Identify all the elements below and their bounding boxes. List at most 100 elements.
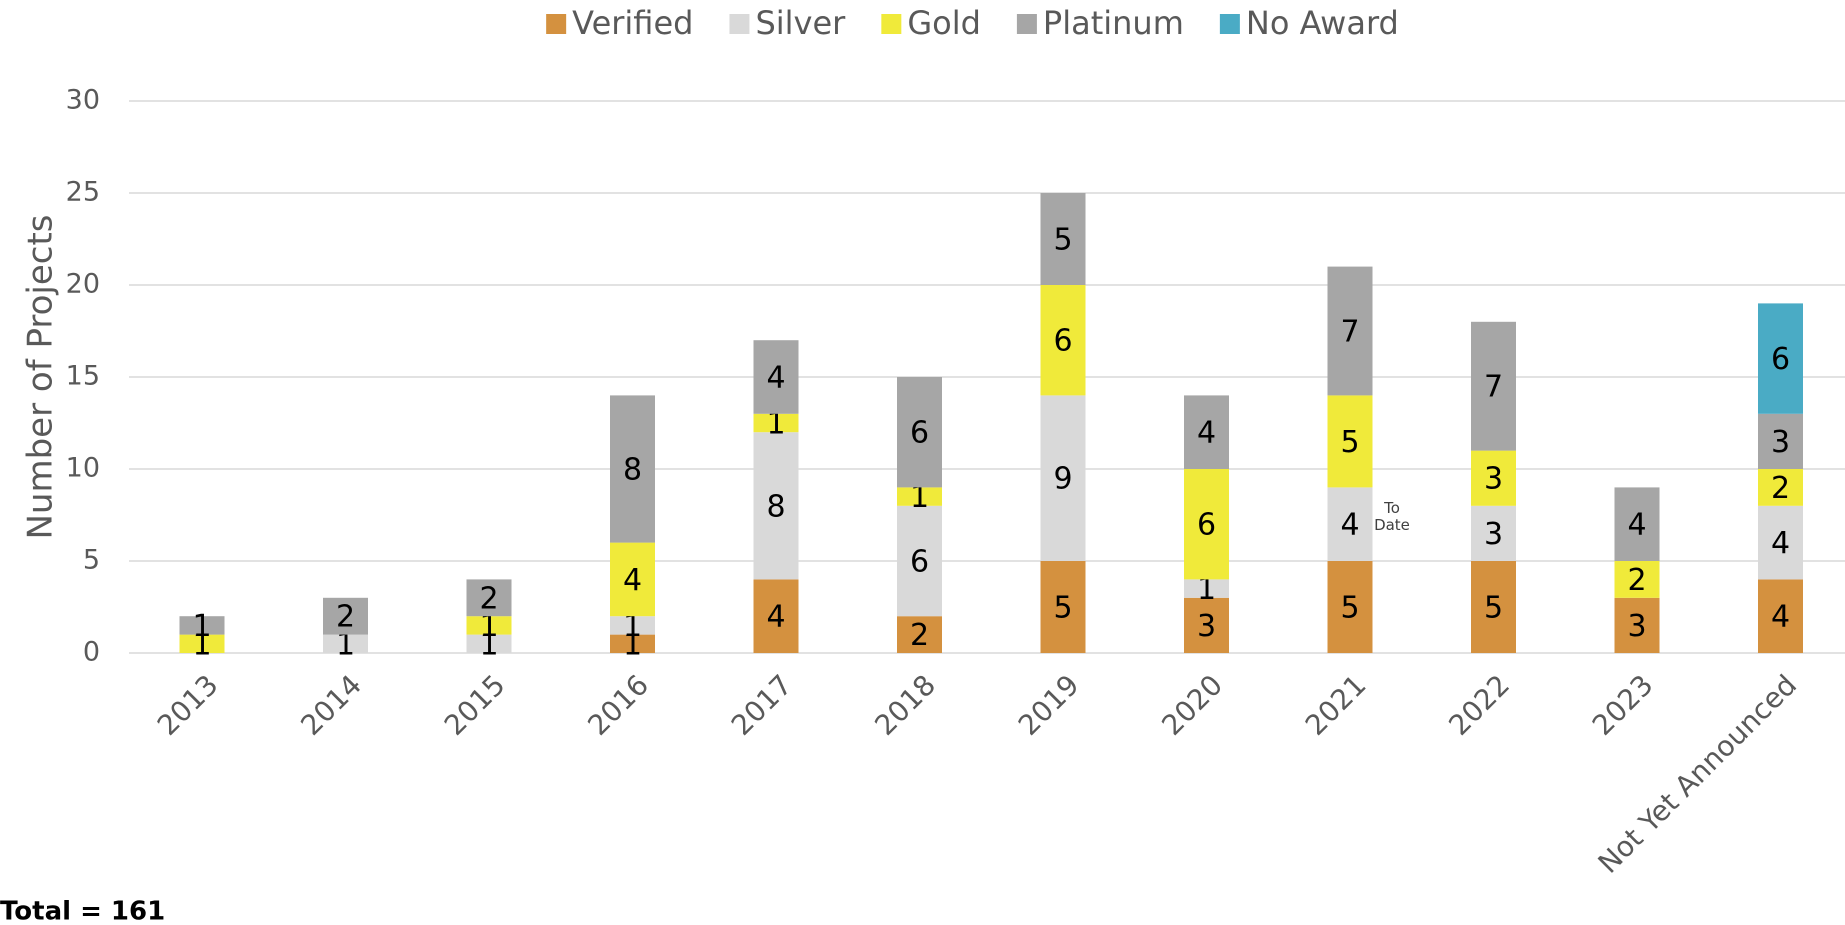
bar-segment	[1758, 469, 1803, 506]
data-label: 6	[1053, 324, 1072, 359]
data-label: 1	[623, 609, 642, 644]
data-label: 4	[1771, 526, 1790, 561]
legend-label: No Award	[1246, 4, 1399, 42]
data-label: 4	[766, 600, 785, 635]
bar-segment	[1614, 561, 1660, 598]
bar-segment	[753, 579, 799, 653]
bar-segment	[897, 505, 942, 617]
y-axis-title: Number of Projects	[21, 214, 61, 539]
data-label: 9	[1053, 462, 1072, 497]
data-label: 5	[1340, 591, 1359, 626]
data-label: 1	[479, 609, 498, 644]
x-tick-label: 2017	[725, 668, 799, 742]
bar-segment	[1040, 193, 1086, 285]
data-label: 4	[1771, 600, 1790, 635]
x-tick-label: 2014	[294, 668, 368, 742]
bar-segment	[1327, 266, 1373, 396]
data-label: 2	[910, 618, 929, 653]
x-tick-label: 2022	[1442, 668, 1516, 742]
y-tick-label: 10	[66, 453, 100, 484]
bar-segment	[1758, 413, 1803, 469]
data-label: 8	[623, 453, 642, 488]
x-tick-label: 2018	[868, 668, 942, 742]
bar-segment	[466, 579, 512, 617]
bar-segment	[1758, 579, 1803, 653]
annotation-line: To	[1383, 499, 1400, 517]
data-label: 3	[1771, 425, 1790, 460]
y-tick-label: 0	[83, 637, 100, 668]
data-label: 4	[623, 563, 642, 598]
data-label: 6	[1771, 342, 1790, 377]
data-label: 6	[910, 545, 929, 580]
bar-segment	[179, 616, 225, 635]
bar-segment	[610, 616, 655, 635]
data-label: 3	[1484, 462, 1503, 497]
bar-segment	[753, 413, 799, 433]
bar-segment	[1327, 395, 1373, 488]
bar-segment	[1040, 285, 1086, 396]
annotation-line: Date	[1374, 516, 1410, 534]
y-tick-label: 30	[66, 85, 100, 116]
legend-swatch	[1219, 14, 1240, 34]
bar-segment	[1758, 505, 1803, 580]
bar-segment	[1040, 561, 1086, 653]
data-label: 5	[1484, 591, 1503, 626]
data-label: 1	[479, 627, 498, 662]
data-label: 5	[1340, 425, 1359, 460]
y-tick-label: 25	[66, 177, 100, 208]
bar-segment	[1471, 321, 1516, 451]
data-label: 1	[766, 407, 785, 442]
bar-segment	[610, 542, 655, 617]
data-label: 3	[1627, 609, 1646, 644]
bar-segment	[753, 340, 799, 414]
bar-segment	[323, 634, 368, 653]
legend-swatch	[729, 14, 750, 34]
data-label: 5	[1053, 591, 1072, 626]
data-label: 6	[1197, 508, 1216, 543]
data-label: 1	[623, 627, 642, 662]
bar-segment	[1471, 505, 1516, 561]
data-label: 1	[1197, 572, 1216, 607]
y-tick-label: 5	[83, 545, 100, 576]
data-label: 2	[1627, 563, 1646, 598]
bar-segment	[1040, 395, 1086, 561]
y-tick-label: 15	[66, 361, 100, 392]
bar-segment	[1471, 561, 1516, 653]
x-tick-label: 2015	[438, 668, 512, 742]
legend-label: Gold	[907, 4, 981, 42]
legend-label: Platinum	[1043, 4, 1184, 42]
bar-segment	[466, 634, 512, 653]
bar-segment	[897, 487, 942, 506]
x-tick-label: 2021	[1299, 668, 1373, 742]
data-label: 1	[192, 627, 211, 662]
data-label: 1	[192, 609, 211, 644]
y-tick-label: 20	[66, 269, 100, 300]
bar-segment	[323, 597, 368, 635]
total-note: Total = 161	[0, 897, 165, 925]
bar-segment	[1327, 487, 1373, 561]
bar-segment	[1471, 450, 1516, 506]
bar-segment	[1184, 597, 1229, 653]
bar-segment	[610, 634, 655, 653]
legend-swatch	[1016, 14, 1037, 34]
legend: Verified Silver Gold Platinum No Award	[546, 4, 1399, 42]
data-label: 2	[336, 600, 355, 635]
x-tick-label: 2013	[151, 668, 225, 742]
x-tick-label: 2020	[1155, 668, 1229, 742]
data-label: 1	[336, 627, 355, 662]
bar-segment	[610, 395, 655, 543]
data-label: 5	[1053, 223, 1072, 258]
data-label: 2	[479, 581, 498, 616]
data-label: 3	[1197, 609, 1216, 644]
bar-segment	[1184, 579, 1229, 598]
annotation: To Date	[1374, 499, 1410, 534]
data-label: 4	[1627, 508, 1646, 543]
bar-segment	[1184, 469, 1229, 580]
bar-segment	[466, 616, 512, 635]
bar-segment	[1758, 303, 1803, 414]
x-tick-label: 2016	[581, 668, 655, 742]
data-label: 6	[910, 416, 929, 451]
data-label: 3	[1484, 517, 1503, 552]
data-label: 1	[910, 480, 929, 515]
